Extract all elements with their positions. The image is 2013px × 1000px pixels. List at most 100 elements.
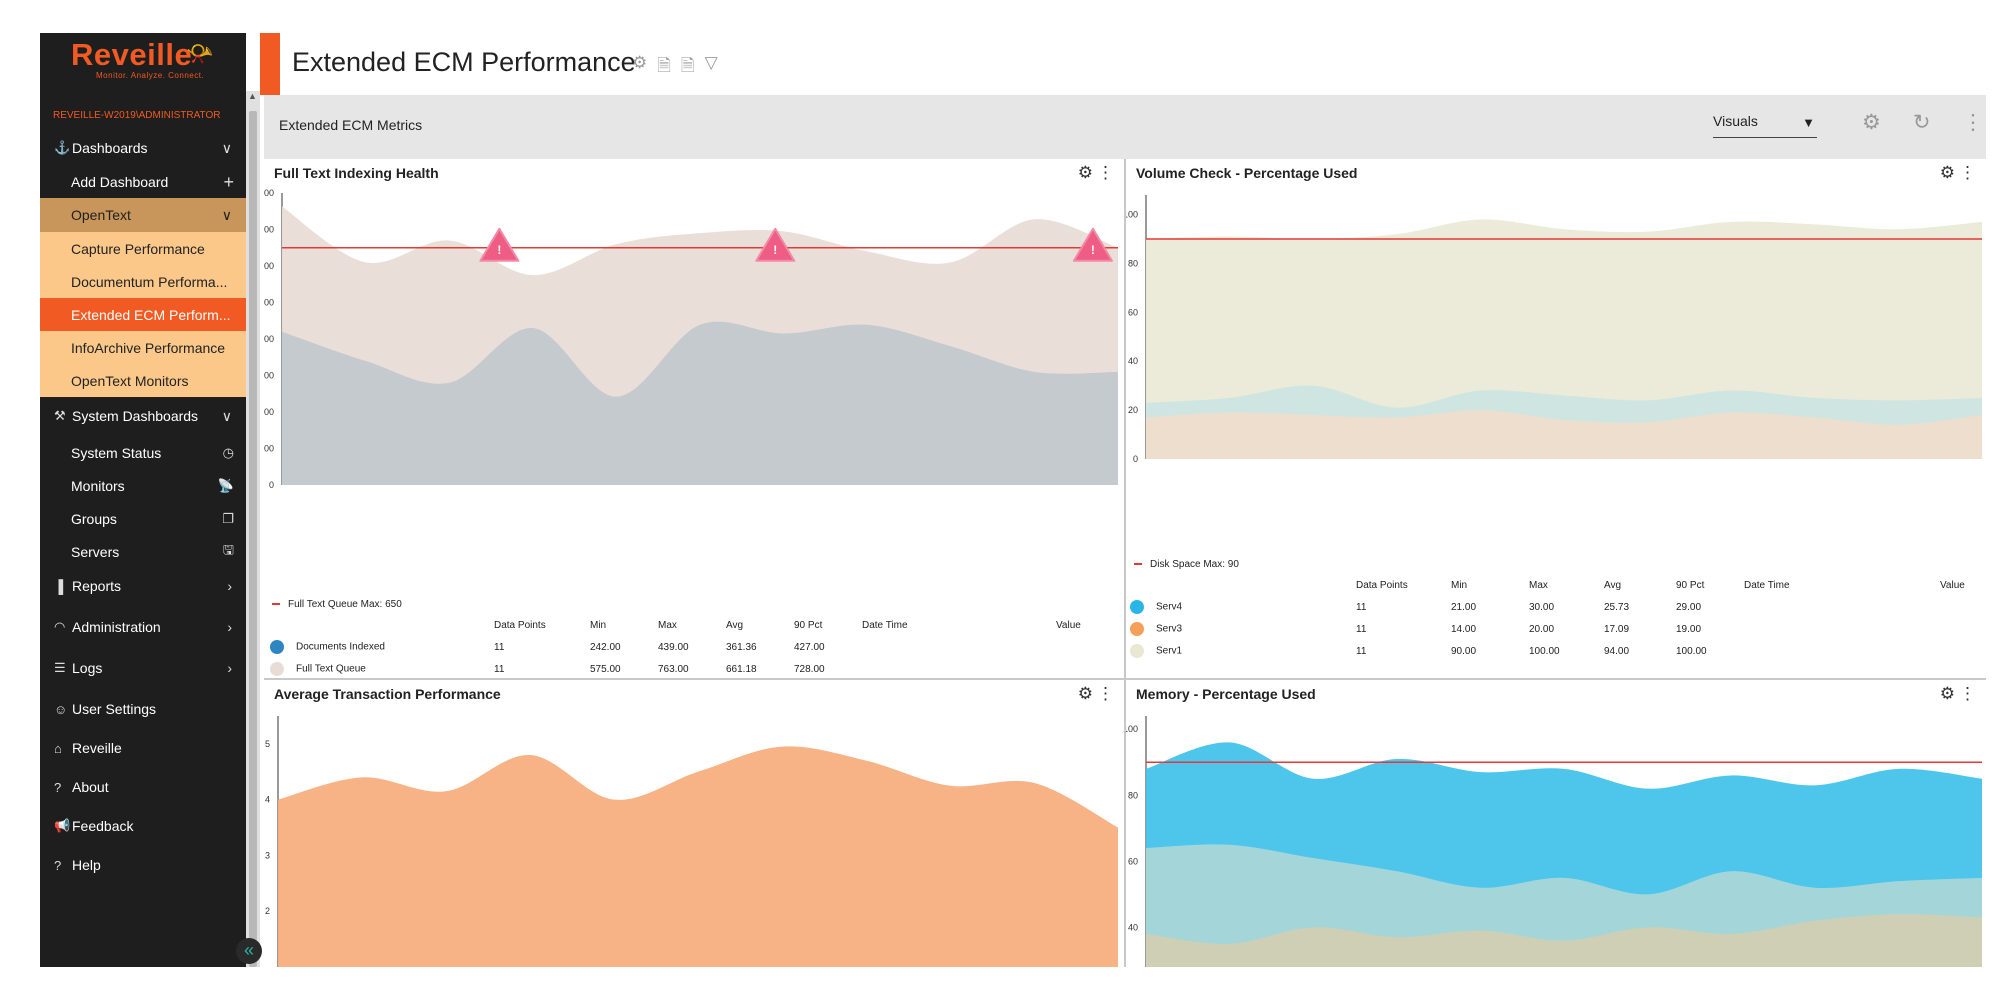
sidebar-item-system-dashboards[interactable]: ⚒ System Dashboards ∨: [40, 399, 246, 433]
kebab-menu-icon[interactable]: ⋮: [1097, 684, 1114, 703]
warning-glyph: !: [773, 243, 777, 257]
sidebar-item-label: Documentum Performa...: [71, 273, 228, 290]
sidebar-item-groups[interactable]: Groups ❐: [40, 503, 246, 535]
sidebar-item-reveille[interactable]: ⌂ Reveille: [40, 731, 246, 765]
panel-toolbar: ⚙ ⋮: [1078, 163, 1114, 183]
series-name: Documents Indexed: [296, 641, 385, 653]
threshold-legend: Full Text Queue Max: 650: [272, 599, 402, 610]
gear-icon[interactable]: ⚙: [1077, 684, 1093, 703]
antenna-icon: 📡: [217, 478, 234, 493]
sidebar-item-add-dashboard[interactable]: Add Dashboard +: [40, 166, 246, 198]
table-row[interactable]: Serv3 11 14.00 20.00 17.09 19.00: [1126, 618, 1986, 640]
table-header-row: Data Points Min Max Avg 90 Pct Date Time…: [1126, 574, 1986, 596]
sidebar-item-label: Reveille: [72, 740, 122, 756]
sidebar-scrollbar-thumb[interactable]: [249, 111, 257, 967]
series-swatch: [1130, 600, 1144, 614]
table-row[interactable]: Full Text Queue 11 575.00 763.00 661.18 …: [264, 658, 1124, 680]
y-tick-label: 60: [1128, 307, 1138, 317]
sidebar-item-label: Groups: [71, 511, 117, 527]
sidebar-item-capture-performance[interactable]: Capture Performance: [40, 232, 246, 265]
sidebar-item-feedback[interactable]: 📢 Feedback: [40, 809, 246, 843]
kebab-menu-icon[interactable]: ⋮: [1097, 163, 1114, 182]
question-icon: ?: [54, 857, 62, 873]
sidebar-item-user-settings[interactable]: ☺ User Settings: [40, 692, 246, 726]
sidebar-item-help[interactable]: ? Help: [40, 848, 246, 882]
pdf-export-icon[interactable]: 🗎: [657, 56, 671, 75]
series-name: Serv3: [1156, 623, 1183, 635]
user-icon: ☺: [54, 701, 68, 717]
table-row[interactable]: Documents Indexed 11 242.00 439.00 361.3…: [264, 636, 1124, 658]
column-header: Data Points: [1356, 579, 1408, 591]
sidebar-item-documentum-performance[interactable]: Documentum Performa...: [40, 265, 246, 298]
sidebar-item-extended-ecm-performance[interactable]: Extended ECM Perform...: [40, 298, 246, 331]
gear-icon[interactable]: ⚙: [1939, 684, 1955, 703]
gear-icon[interactable]: ⚙: [1862, 111, 1881, 134]
refresh-icon[interactable]: ↻: [1912, 111, 1931, 134]
column-header: Min: [1451, 579, 1468, 591]
sidebar-item-system-status[interactable]: System Status ◷: [40, 437, 246, 469]
sidebar-item-logs[interactable]: ☰ Logs ›: [40, 651, 246, 685]
column-header: Avg: [1604, 579, 1622, 591]
question-icon: ?: [54, 779, 62, 795]
sidebar-item-monitors[interactable]: Monitors 📡: [40, 470, 246, 502]
threshold-label: Disk Space Max: 90: [1150, 559, 1239, 570]
panel-title: Average Transaction Performance: [274, 686, 501, 702]
sidebar-item-opentext[interactable]: OpenText ∨: [40, 198, 246, 232]
table-row[interactable]: Serv4 11 21.00 30.00 25.73 29.00: [1126, 596, 1986, 618]
anchor-icon: ⚓: [54, 140, 71, 155]
gear-icon[interactable]: ⚙: [1939, 163, 1955, 182]
sidebar-item-dashboards[interactable]: ⚓ Dashboards ∨: [40, 131, 246, 165]
sidebar-item-label: About: [72, 779, 109, 795]
scroll-up-arrow-icon[interactable]: ▲: [248, 91, 257, 101]
panel-memory: Memory - Percentage Used ⚙ ⋮ 40 60 80 100: [1126, 680, 1986, 967]
gear-icon[interactable]: ⚙: [632, 53, 648, 72]
cell: 661.18: [726, 663, 757, 675]
warning-triangle-icon: [755, 227, 796, 262]
alert-marker: !: [479, 227, 520, 262]
sidebar-item-servers[interactable]: Servers 🖫: [40, 536, 246, 568]
logo[interactable]: Reveille 📯 Monitor. Analyze. Connect.: [40, 33, 246, 101]
visuals-select[interactable]: Visuals ▼: [1713, 113, 1817, 138]
cell: 427.00: [794, 641, 825, 653]
megaphone-icon: 📢: [54, 818, 71, 833]
sidebar-item-administration[interactable]: ◠ Administration ›: [40, 610, 246, 644]
y-tick-label: 500: [264, 298, 274, 308]
column-header: Data Points: [494, 619, 546, 631]
table-row[interactable]: Serv1 11 90.00 100.00 94.00 100.00: [1126, 640, 1986, 662]
panel-divider: [264, 678, 1986, 680]
kebab-menu-icon[interactable]: ⋮: [1959, 684, 1976, 703]
series-area: [282, 321, 1118, 485]
sidebar-item-label: User Settings: [72, 701, 157, 717]
clock-icon: ◷: [222, 445, 234, 460]
series-swatch: [1130, 644, 1144, 658]
filter-icon[interactable]: ▽: [704, 53, 718, 72]
sidebar-item-reports[interactable]: ▐ Reports ›: [40, 569, 246, 603]
sidebar-item-opentext-monitors[interactable]: OpenText Monitors: [40, 364, 246, 397]
sidebar-item-label: Monitors: [71, 478, 125, 494]
cell: 30.00: [1529, 601, 1555, 613]
sidebar-item-infoarchive-performance[interactable]: InfoArchive Performance: [40, 331, 246, 364]
cell: 94.00: [1604, 645, 1630, 657]
caret-down-icon: ▼: [1802, 115, 1815, 130]
bar-chart-icon: ▐: [54, 578, 64, 594]
chevron-right-icon: ›: [227, 578, 232, 594]
kebab-menu-icon[interactable]: ⋮: [1959, 163, 1976, 182]
cell: 242.00: [590, 641, 621, 653]
chart-volume-check: 0 20 40 60 80 100: [1126, 195, 1982, 464]
collapse-sidebar-button[interactable]: «: [236, 938, 262, 964]
kebab-menu-icon[interactable]: ⋮: [1962, 111, 1984, 134]
sidebar-item-about[interactable]: ? About: [40, 770, 246, 804]
current-user: REVEILLE-W2019\ADMINISTRATOR: [53, 110, 221, 121]
cell: 20.00: [1529, 623, 1555, 635]
panel-title: Full Text Indexing Health: [274, 165, 439, 181]
y-tick-label: 300: [264, 371, 274, 381]
wrench-icon: ⚒: [54, 408, 66, 423]
gear-icon[interactable]: ⚙: [1077, 163, 1093, 182]
cell: 25.73: [1604, 601, 1630, 613]
export-icon[interactable]: 🗎: [680, 56, 695, 75]
column-header: Min: [590, 619, 607, 631]
panel-title: Memory - Percentage Used: [1136, 686, 1316, 702]
y-tick-label: 700: [264, 225, 274, 235]
y-tick-label: 0: [1133, 454, 1138, 464]
alert-marker: !: [1072, 227, 1113, 262]
